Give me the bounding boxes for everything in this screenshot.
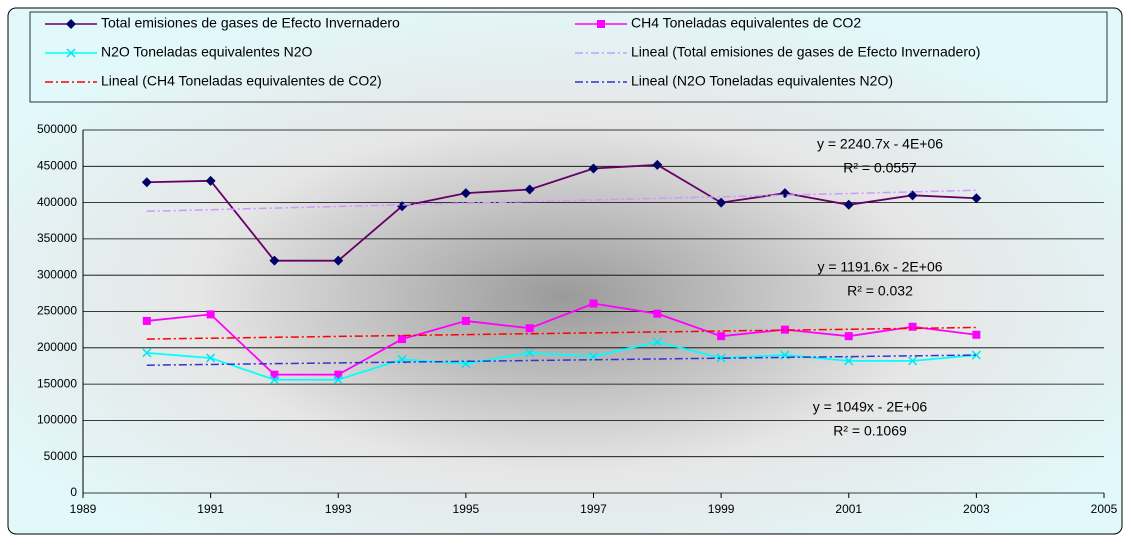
marker [844, 356, 854, 366]
y-tick-label: 500000 [37, 122, 77, 136]
legend-label: CH4 Toneladas equivalentes de CO2 [631, 15, 861, 31]
marker [142, 316, 151, 325]
marker [333, 255, 344, 266]
marker [206, 310, 215, 319]
y-tick-label: 0 [70, 485, 77, 499]
marker [717, 332, 726, 341]
marker [205, 175, 216, 186]
marker [589, 299, 598, 308]
x-tick-label: 1993 [325, 502, 352, 516]
x-tick-label: 1997 [580, 502, 607, 516]
y-tick-label: 300000 [37, 267, 77, 281]
marker [269, 375, 279, 385]
marker [460, 188, 471, 199]
marker [66, 19, 76, 29]
marker [525, 324, 534, 333]
r-squared: R² = 0.032 [847, 283, 913, 299]
marker [652, 159, 663, 170]
r-squared: R² = 0.1069 [833, 423, 907, 439]
marker [66, 48, 76, 58]
chart-border [7, 7, 1123, 535]
trend-line [146, 189, 977, 213]
marker [844, 332, 853, 341]
legend-box [29, 11, 1108, 103]
marker [524, 184, 535, 195]
y-tick-label: 100000 [37, 413, 77, 427]
y-tick-label: 400000 [37, 195, 77, 209]
marker [716, 197, 727, 208]
marker [597, 20, 605, 28]
marker [398, 335, 407, 344]
x-tick-label: 1989 [70, 502, 97, 516]
equation: y = 1049x - 2E+06 [813, 399, 928, 415]
series-line [146, 341, 977, 381]
marker [269, 255, 280, 266]
marker [652, 337, 662, 347]
marker [971, 193, 982, 204]
marker [142, 348, 152, 358]
x-tick-label: 2003 [963, 502, 990, 516]
legend-label: Total emisiones de gases de Efecto Inver… [101, 15, 400, 31]
marker [908, 356, 918, 366]
legend-label: Lineal (N2O Toneladas equivalentes N2O) [631, 73, 893, 89]
y-tick-label: 200000 [37, 340, 77, 354]
marker [461, 316, 470, 325]
legend-label: Lineal (CH4 Toneladas equivalentes de CO… [101, 73, 382, 89]
legend-label: N2O Toneladas equivalentes N2O [101, 44, 313, 60]
marker [141, 177, 152, 188]
x-tick-label: 2005 [1091, 502, 1118, 516]
y-tick-label: 350000 [37, 231, 77, 245]
r-squared: R² = 0.0557 [843, 160, 917, 176]
marker [334, 370, 343, 379]
x-tick-label: 1991 [197, 502, 224, 516]
series-line [146, 302, 977, 376]
y-tick-label: 150000 [37, 376, 77, 390]
marker [971, 350, 981, 360]
x-tick-label: 2001 [835, 502, 862, 516]
marker [270, 370, 279, 379]
legend-label: Lineal (Total emisiones de gases de Efec… [631, 44, 980, 60]
marker [588, 163, 599, 174]
trend-line [146, 354, 977, 366]
marker [908, 322, 917, 331]
marker [780, 325, 789, 334]
marker [653, 309, 662, 318]
marker [397, 201, 408, 212]
equation: y = 1191.6x - 2E+06 [817, 259, 942, 275]
equation: y = 2240.7x - 4E+06 [817, 136, 943, 152]
trend-line [146, 326, 977, 340]
series-line [146, 163, 977, 262]
y-tick-label: 450000 [37, 158, 77, 172]
marker [525, 348, 535, 358]
marker [333, 375, 343, 385]
marker [843, 199, 854, 210]
y-tick-label: 250000 [37, 304, 77, 318]
y-tick-label: 50000 [44, 449, 78, 463]
x-tick-label: 1999 [708, 502, 735, 516]
marker [972, 330, 981, 339]
marker [907, 190, 918, 201]
x-tick-label: 1995 [453, 502, 480, 516]
marker [206, 353, 216, 363]
marker [716, 353, 726, 363]
